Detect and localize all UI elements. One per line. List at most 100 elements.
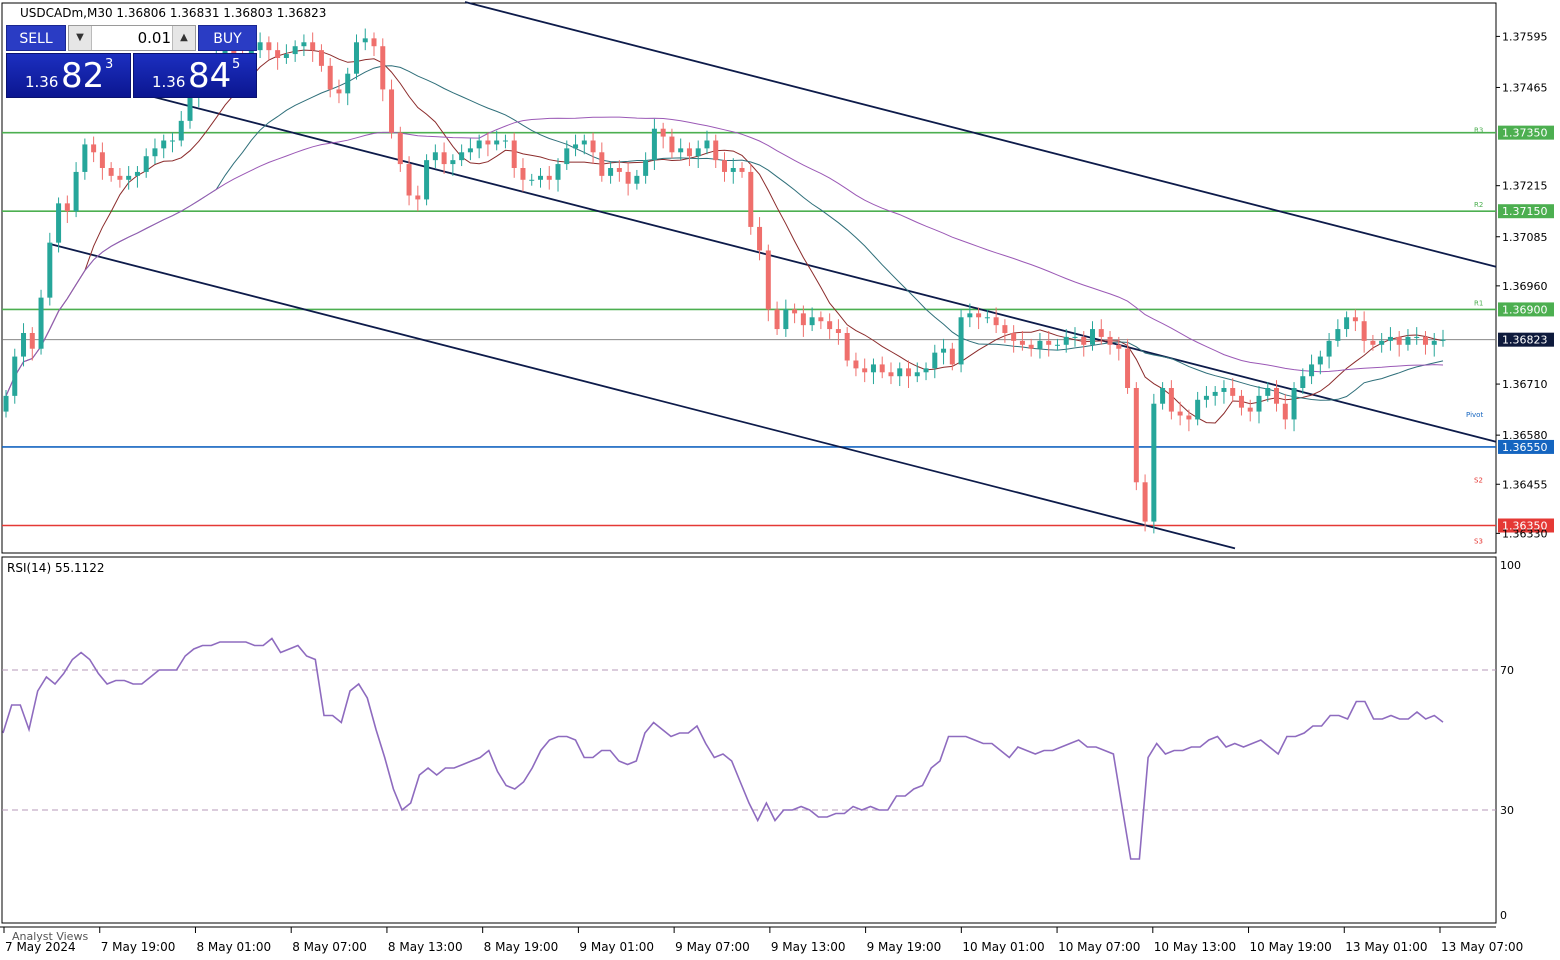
candle-body: [1195, 399, 1201, 420]
time-tick-label: 10 May 19:00: [1250, 940, 1332, 954]
candle-body: [1090, 329, 1096, 345]
time-tick-label: 8 May 01:00: [196, 940, 271, 954]
buy-price-pips: 84: [188, 56, 232, 96]
extra-tag-0: S2: [1474, 476, 1483, 484]
price-axis: 1.37595 1.37465 1.37215 1.37085 1.36960 1.367…: [1496, 30, 1548, 540]
candle-body: [616, 168, 622, 172]
candle-body: [1405, 336, 1411, 345]
symbol-info: USDCADm,M30 1.36806 1.36831 1.36803 1.36…: [20, 6, 326, 20]
candle-body: [949, 348, 955, 365]
candle-body: [467, 148, 473, 153]
candle-body: [1291, 388, 1297, 420]
candle-body: [91, 144, 97, 153]
candle-body: [56, 203, 62, 243]
buy-price-button[interactable]: 1.36 84 5: [133, 53, 257, 98]
candle-body: [853, 360, 859, 369]
rsi-tick-label: 100: [1500, 559, 1521, 572]
candle-body: [1440, 339, 1446, 341]
candle-body: [1387, 336, 1393, 341]
candle-body: [126, 175, 132, 180]
sell-price-button[interactable]: 1.36 82 3: [6, 53, 131, 98]
candle-body: [1116, 344, 1122, 349]
analyst-views-watermark: Analyst Views: [12, 930, 88, 943]
candle-body: [818, 317, 824, 322]
lot-size-stepper[interactable]: ▼ 0.01 ▲: [68, 25, 196, 51]
candle-body: [178, 120, 184, 141]
candle-body: [99, 152, 105, 168]
level-tag-1: [1498, 204, 1554, 219]
trend-channel: [49, 1, 1497, 550]
candle-body: [1379, 340, 1385, 345]
candle-body: [599, 152, 605, 176]
current-price-label: 1.36823: [1502, 334, 1548, 347]
candle-body: [432, 152, 438, 161]
candle-body: [984, 317, 990, 319]
channel-middle: [149, 95, 1497, 443]
candle-body: [520, 168, 526, 180]
candle-body: [266, 42, 272, 51]
candle-body: [275, 50, 281, 58]
candle-body: [748, 171, 754, 227]
candle-body: [1011, 333, 1017, 341]
candle-body: [318, 50, 324, 66]
candle-body: [914, 372, 920, 377]
candle-body: [345, 73, 351, 94]
level-label-2: 1.36900: [1502, 303, 1548, 316]
candle-body: [1247, 407, 1253, 412]
lot-size-input[interactable]: 0.01: [137, 29, 171, 47]
level-tag-text-3: Pivot: [1466, 411, 1483, 419]
candle-body: [169, 140, 175, 142]
candle-body: [625, 171, 631, 184]
level-tag-2: [1498, 302, 1554, 317]
candle-body: [1256, 395, 1262, 412]
candle-body: [695, 148, 701, 157]
candle-body: [739, 168, 745, 172]
time-tick-label: 8 May 19:00: [484, 940, 559, 954]
buy-button[interactable]: BUY: [198, 25, 257, 51]
candle-body: [686, 148, 692, 157]
moving-averages: [5, 49, 1444, 424]
price-tick-label: 1.37085: [1502, 231, 1548, 244]
time-tick-label: 9 May 13:00: [771, 940, 846, 954]
level-tag-text-2: R1: [1474, 299, 1483, 307]
lot-increase-icon[interactable]: ▲: [172, 26, 195, 50]
candle-body: [1160, 388, 1166, 404]
candle-body: [608, 168, 614, 176]
candle-body: [774, 309, 780, 330]
candle-body: [117, 175, 123, 180]
candle-body: [1230, 388, 1236, 396]
candle-body: [64, 203, 70, 212]
candle-body: [1107, 336, 1113, 345]
candle-body: [380, 46, 386, 90]
time-tick-label: 8 May 13:00: [388, 940, 463, 954]
time-tick-label: 7 May 2024: [5, 940, 76, 954]
candle-body: [634, 175, 640, 184]
candle-body: [1300, 376, 1306, 388]
candle-body: [537, 175, 543, 180]
candle-body: [1072, 336, 1078, 338]
level-tag-text-4: S3: [1474, 538, 1483, 546]
sell-button[interactable]: SELL: [6, 25, 66, 51]
candle-body: [879, 364, 885, 373]
candle-body: [976, 313, 982, 318]
candle-body: [310, 42, 316, 51]
candle-body: [1431, 340, 1437, 345]
candle-body: [590, 140, 596, 153]
price-tick-label: 1.36330: [1502, 527, 1548, 540]
candle-body: [704, 140, 710, 149]
candle-body: [292, 46, 298, 55]
level-label-1: 1.37150: [1502, 205, 1548, 218]
candle-body: [1370, 340, 1376, 345]
lot-decrease-icon[interactable]: ▼: [69, 26, 92, 50]
rsi-tick-label: 0: [1500, 909, 1507, 922]
candle-body: [1063, 336, 1069, 345]
candle-body: [362, 38, 368, 43]
level-tag-text-0: R3: [1474, 127, 1483, 135]
candle-body: [1335, 329, 1341, 341]
buy-price-fraction: 5: [232, 57, 241, 72]
candle-body: [1265, 388, 1271, 396]
candle-body: [678, 148, 684, 153]
candle-body: [476, 140, 482, 149]
candle-body: [1309, 364, 1315, 377]
sell-price-fraction: 3: [105, 57, 114, 72]
